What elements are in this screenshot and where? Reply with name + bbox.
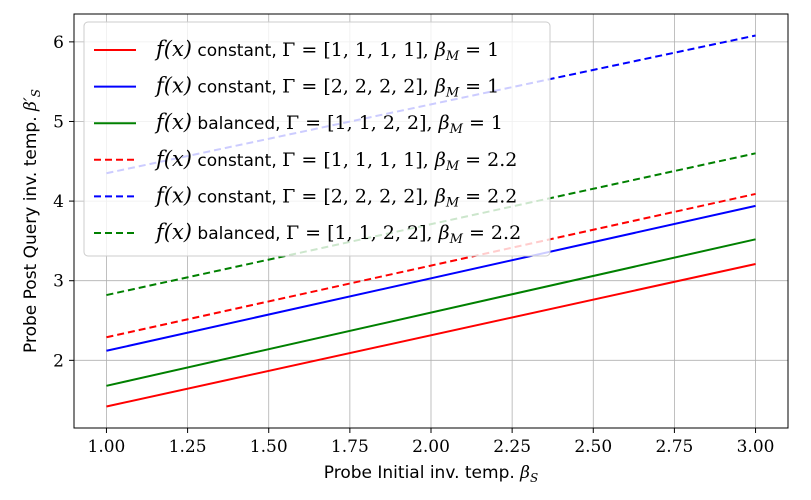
series-line — [106, 204, 756, 352]
x-tick-label: 1.25 — [169, 437, 207, 457]
legend-label: f(x) constant, Γ = [2, 2, 2, 2], βM = 2.… — [154, 183, 517, 210]
y-axis-label: Probe Post Query inv. temp. β′S — [21, 89, 43, 353]
x-tick-label: 2.75 — [655, 437, 693, 457]
legend-label: f(x) constant, Γ = [1, 1, 1, 1], βM = 2.… — [154, 147, 517, 174]
y-tick-label: 2 — [53, 351, 64, 371]
legend-item: f(x) constant, Γ = [1, 1, 1, 1], βM = 1 — [94, 37, 499, 64]
legend-item: f(x) constant, Γ = [2, 2, 2, 2], βM = 2.… — [94, 183, 517, 210]
y-tick-label: 3 — [53, 272, 64, 292]
legend-item: f(x) balanced, Γ = [1, 1, 2, 2], βM = 2.… — [94, 220, 521, 247]
x-axis-label: Probe Initial inv. temp. βS — [324, 463, 538, 485]
axis-ticks: 1.00 1.25 1.50 1.75 2.00 2.25 2.50 2.75 3.00 2 3 4 5… — [53, 33, 774, 457]
x-tick-label: 1.75 — [331, 437, 369, 457]
series-line — [106, 192, 756, 339]
x-tick-label: 2.00 — [412, 437, 450, 457]
x-tick-label: 3.00 — [737, 437, 775, 457]
y-tick-label: 4 — [53, 192, 64, 212]
legend-label: f(x) constant, Γ = [2, 2, 2, 2], βM = 1 — [154, 74, 499, 101]
legend-box — [83, 21, 551, 257]
legend: f(x) constant, Γ = [1, 1, 1, 1], βM = 1 f… — [83, 21, 551, 257]
y-tick-label: 5 — [53, 112, 64, 132]
legend-label: f(x) balanced, Γ = [1, 1, 2, 2], βM = 2.… — [154, 220, 521, 247]
x-tick-label: 1.00 — [88, 437, 126, 457]
series-line — [106, 238, 756, 387]
x-tick-label: 1.50 — [250, 437, 288, 457]
legend-item: f(x) constant, Γ = [2, 2, 2, 2], βM = 1 — [94, 74, 499, 101]
x-tick-label: 2.25 — [493, 437, 531, 457]
series-line — [106, 263, 756, 408]
legend-item: f(x) balanced, Γ = [1, 1, 2, 2], βM = 1 — [94, 110, 503, 137]
x-tick-label: 2.50 — [574, 437, 612, 457]
legend-label: f(x) balanced, Γ = [1, 1, 2, 2], βM = 1 — [154, 110, 503, 137]
legend-label: f(x) constant, Γ = [1, 1, 1, 1], βM = 1 — [154, 37, 499, 64]
y-tick-label: 6 — [53, 33, 64, 53]
legend-item: f(x) constant, Γ = [1, 1, 1, 1], βM = 2.… — [94, 147, 517, 174]
